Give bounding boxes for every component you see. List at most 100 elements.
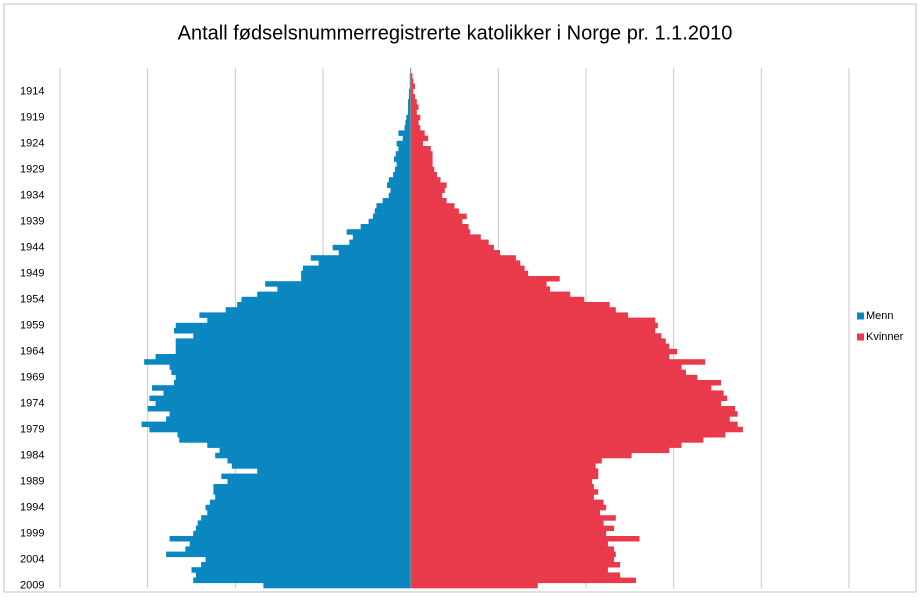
bar [410,572,621,578]
bar [199,312,411,318]
bar [410,374,698,381]
bar [189,541,411,547]
bar [410,520,604,526]
bar [410,265,525,272]
bar [301,276,411,282]
y-tick-label: 1989 [20,475,44,487]
bar [169,536,411,542]
bar [147,406,411,412]
bar [410,109,417,116]
bar [175,322,411,329]
bar [410,530,607,537]
bar [191,567,411,573]
y-tick-label: 1974 [20,397,44,409]
bar [215,494,411,500]
bar [155,354,411,360]
bar [410,354,670,360]
y-tick-label: 2004 [20,553,44,565]
bar [410,120,419,126]
bar [410,369,686,376]
bar [410,499,604,506]
bar [166,551,411,558]
bar [410,224,469,230]
legend-swatch [857,312,864,320]
bar [410,556,615,563]
y-tick-label: 1944 [20,241,44,253]
bar [388,192,411,199]
y-tick-label: 1969 [20,371,44,383]
bar [410,452,632,459]
bar [410,437,704,443]
bar [410,322,658,329]
bar [410,562,621,568]
bar [398,130,411,136]
bar [410,296,585,303]
bar [410,426,743,433]
bar [277,286,411,292]
bar [410,192,443,199]
y-tick-label: 1964 [20,345,44,357]
bar [410,416,730,422]
bar [301,270,411,277]
bar [406,114,411,121]
bar [410,99,417,105]
bar [171,369,411,376]
bar [231,463,411,469]
bar [302,265,411,272]
bar [410,78,414,84]
bar [213,489,411,495]
chart-title: Antall fødselsnummerregistrerte katolikk… [178,22,733,44]
legend-swatch [857,333,864,341]
bar [410,177,441,183]
bar [410,208,459,214]
bar [390,187,411,194]
y-tick-label: 1934 [20,189,44,201]
bar [410,343,670,350]
bar [410,536,640,542]
bar [410,270,529,277]
bar [410,250,501,256]
bar [410,478,593,485]
bar [173,380,411,386]
bar [410,328,656,334]
y-tick-label: 1979 [20,423,44,435]
bar [396,140,411,147]
bar [179,437,411,443]
bar [227,458,411,464]
bar [144,359,411,365]
bar [410,104,419,110]
bar [410,463,596,469]
bar [213,484,411,490]
bar [201,515,411,521]
bar [410,317,656,324]
bar [207,317,411,324]
bar [408,99,411,105]
bar [410,140,423,147]
bar [237,302,411,308]
bar [410,218,463,225]
bar [410,567,608,573]
bar [408,94,411,100]
bar [209,499,411,506]
bar [193,333,411,339]
bar [386,182,411,188]
bar [410,400,722,407]
bar [193,577,411,584]
bar [410,432,726,438]
bar [410,515,616,521]
bar [221,473,411,480]
bar [318,260,411,266]
bar [410,338,666,344]
bar [175,374,411,381]
y-tick-label: 1949 [20,267,44,279]
bar [410,260,521,266]
y-tick-label: 1994 [20,501,44,513]
bar [410,198,447,204]
bar [352,234,411,240]
bar [396,161,411,168]
bar [410,385,712,391]
bar [374,208,411,214]
bar [360,224,411,230]
y-tick-label: 1984 [20,449,44,461]
